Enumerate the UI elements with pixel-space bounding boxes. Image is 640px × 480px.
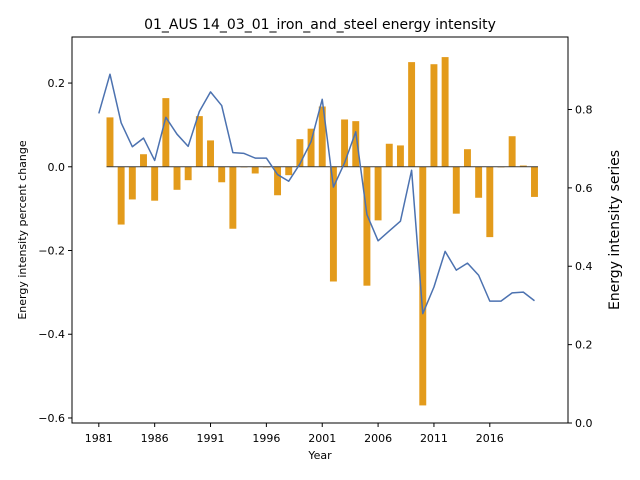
y-left-tick-label: −0.2 <box>38 245 65 258</box>
bar <box>229 166 237 229</box>
y-axis-left-title: Energy intensity percent change <box>16 140 29 320</box>
x-axis-title: Year <box>307 449 332 462</box>
bar <box>195 116 203 167</box>
y-left-tick-label: 0.0 <box>48 161 66 174</box>
bar <box>162 98 170 167</box>
x-tick-label: 2016 <box>476 432 504 445</box>
bar-series <box>106 57 538 406</box>
bar <box>519 165 527 167</box>
y-axis-left: −0.6 −0.4 −0.2 0.0 0.2 <box>38 77 72 425</box>
x-tick-label: 2001 <box>308 432 336 445</box>
x-tick-label: 1996 <box>252 432 280 445</box>
bar <box>441 57 449 167</box>
y-left-tick-label: −0.6 <box>38 412 65 425</box>
bar <box>184 166 192 181</box>
bar <box>396 145 404 167</box>
bar <box>374 166 382 221</box>
y-left-tick-label: −0.4 <box>38 328 65 341</box>
bar <box>140 154 147 167</box>
y-axis-right: 0.0 0.2 0.4 0.6 0.8 <box>568 103 593 430</box>
bar <box>452 166 460 214</box>
x-tick-label: 1981 <box>85 432 113 445</box>
x-axis: 1981 1986 1991 1996 2001 2006 2011 2016 <box>85 423 504 445</box>
y-right-tick-label: 0.6 <box>575 182 593 195</box>
bar <box>486 166 494 238</box>
bar <box>463 149 471 167</box>
y-right-tick-label: 0.4 <box>575 260 593 273</box>
x-tick-label: 2011 <box>420 432 448 445</box>
bar <box>408 62 416 167</box>
line-series <box>98 73 535 315</box>
y-axis-right-title: Energy intensity series <box>607 150 623 310</box>
y-right-tick-label: 0.8 <box>575 103 593 116</box>
bar <box>106 117 114 167</box>
bar <box>173 166 181 190</box>
bar <box>430 64 438 167</box>
bar <box>385 143 393 167</box>
bar <box>285 166 293 176</box>
bar <box>475 166 483 198</box>
bar <box>508 136 516 167</box>
bar <box>352 121 360 167</box>
chart-title: 01_AUS 14_03_01_iron_and_steel energy in… <box>144 17 496 33</box>
y-right-tick-label: 0.0 <box>575 417 593 430</box>
bar <box>419 166 427 406</box>
bar <box>318 106 326 167</box>
bar <box>307 128 315 167</box>
bar <box>329 166 337 282</box>
bar <box>296 139 304 167</box>
y-left-tick-label: 0.2 <box>48 77 66 90</box>
bar <box>218 166 226 183</box>
x-tick-label: 1986 <box>141 432 169 445</box>
x-tick-label: 1991 <box>197 432 225 445</box>
plot-frame <box>71 36 569 424</box>
bar <box>117 166 125 225</box>
bar <box>531 166 538 197</box>
bar <box>128 166 136 200</box>
x-tick-label: 2006 <box>364 432 392 445</box>
bar <box>363 166 371 286</box>
bar <box>341 119 349 167</box>
bar <box>207 140 214 167</box>
bar <box>251 166 259 174</box>
bar <box>274 166 282 196</box>
y-right-tick-label: 0.2 <box>575 339 593 352</box>
bar <box>151 166 159 201</box>
